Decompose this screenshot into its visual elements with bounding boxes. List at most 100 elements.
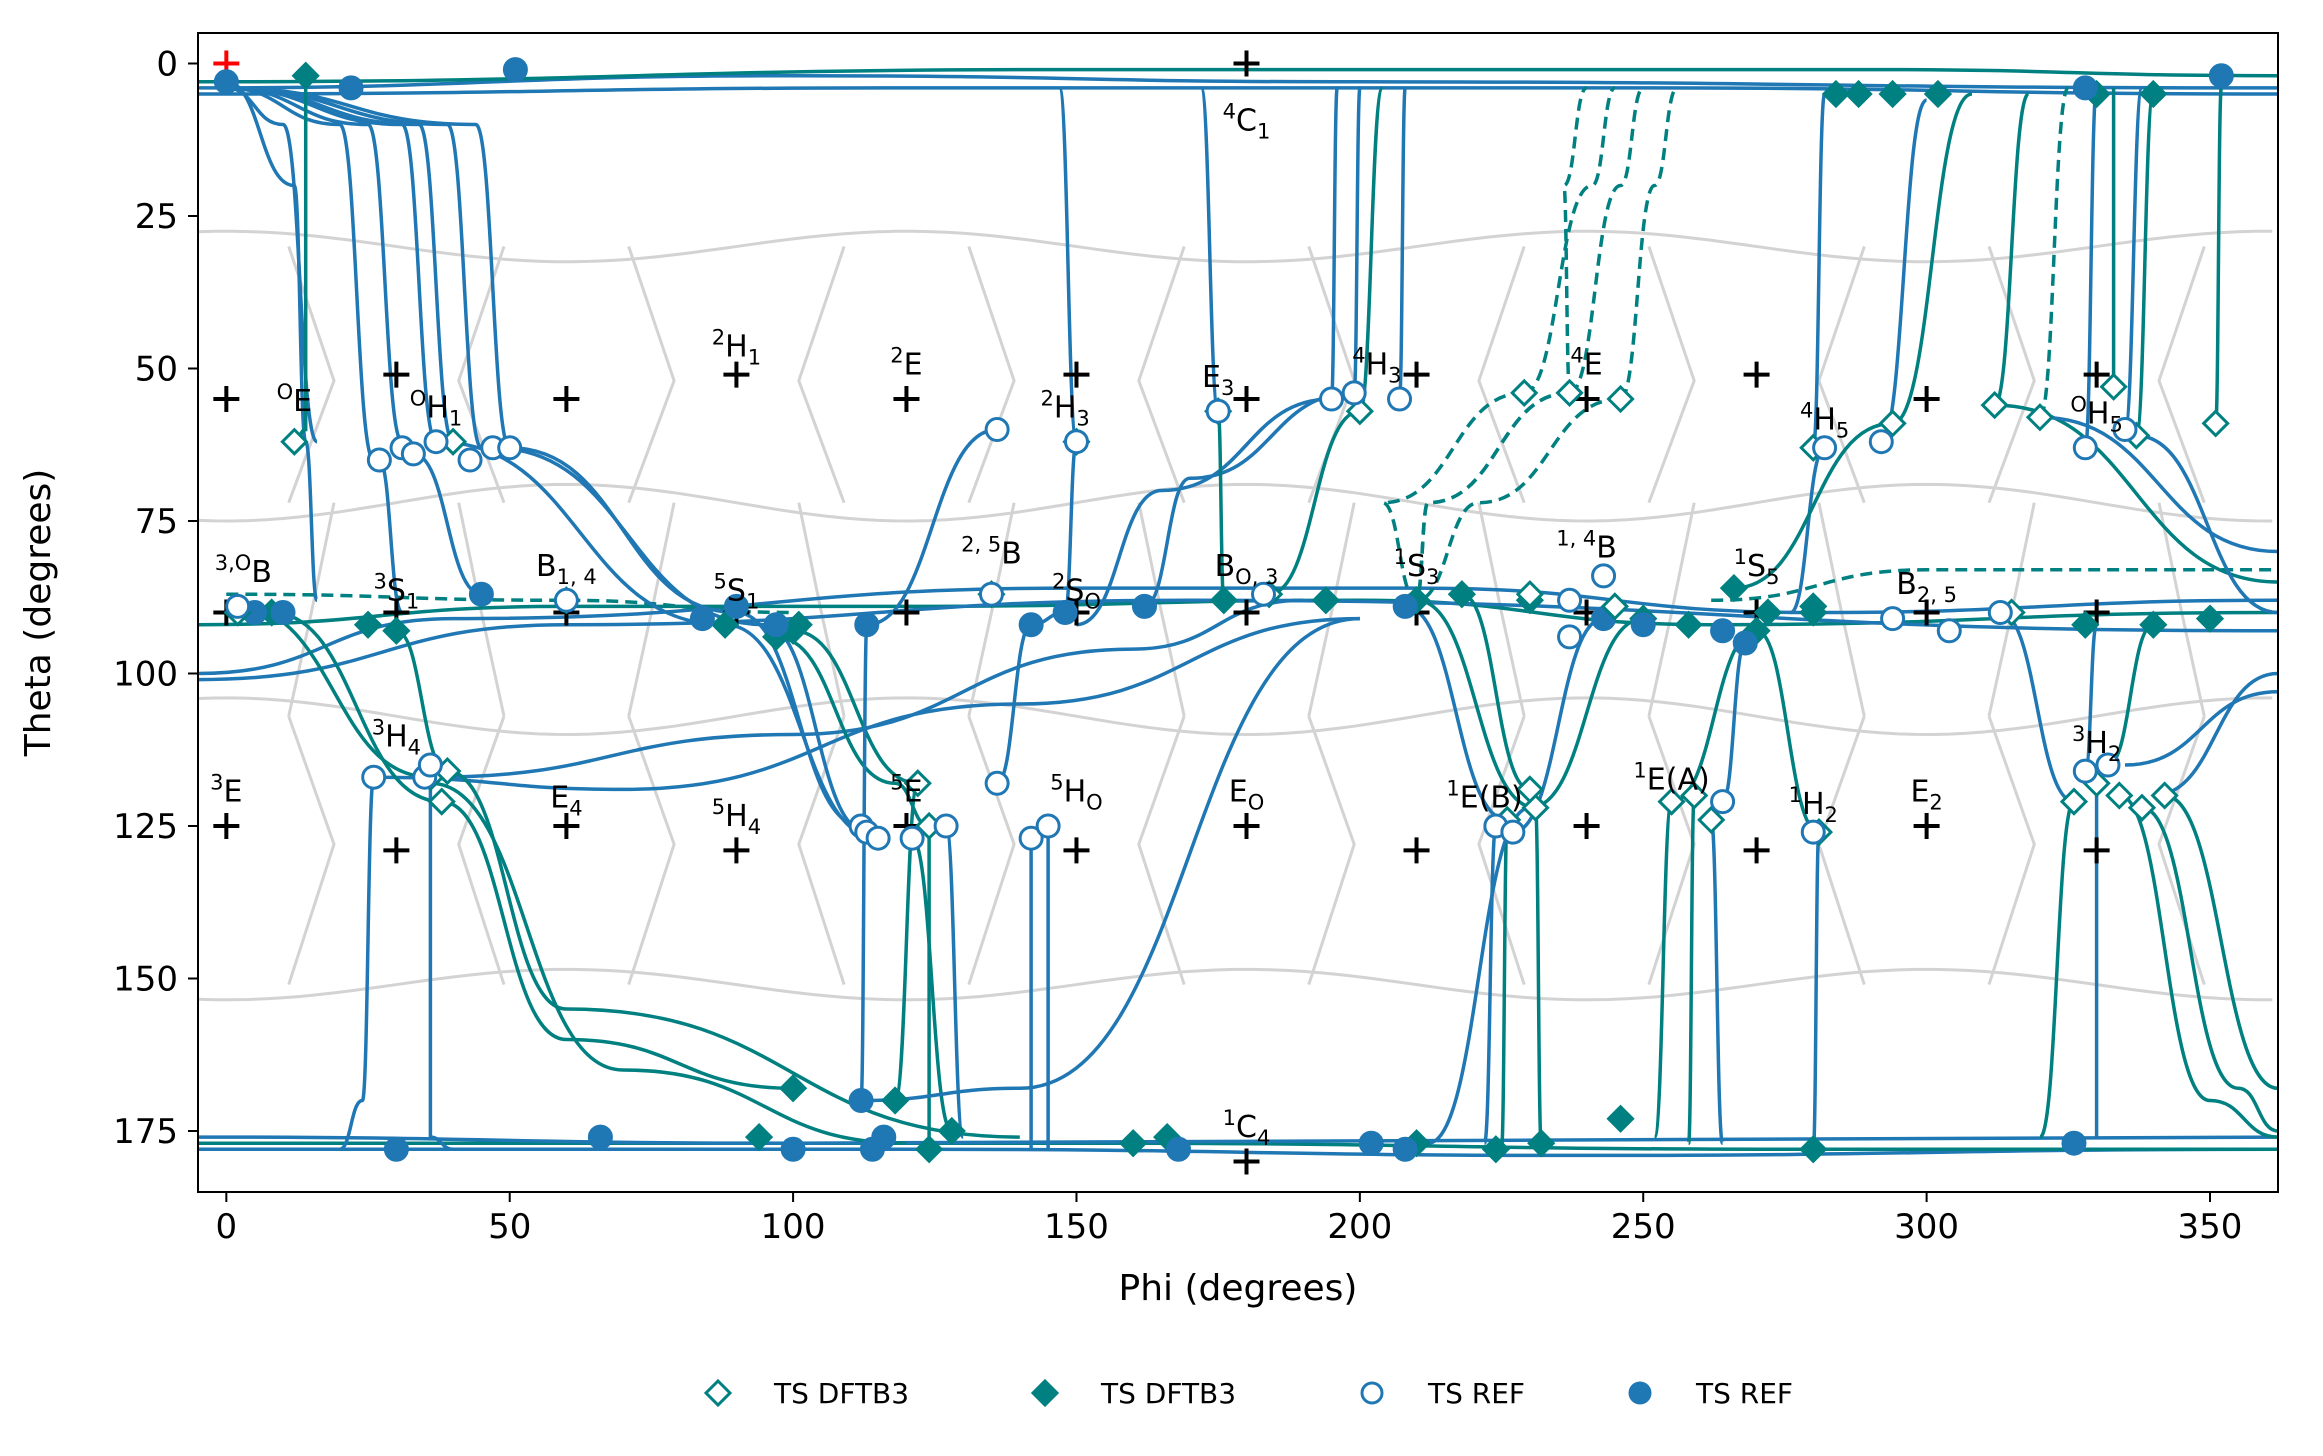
dftb3-path [1533,805,1543,1145]
ts-dftb3-open-point [280,427,309,456]
voronoi-edge [457,246,506,504]
dftb3-path [1686,793,1696,1145]
reference-plus-marker [553,386,580,412]
ts-ref-open-point [423,429,449,455]
y-tick-label: 175 [113,1112,178,1152]
dftb3-dashed-path [1711,568,2278,603]
ts-dftb3-open-point [1600,592,1630,621]
region-label: 2SO [1052,569,1101,613]
ts-ref-filled-point [780,1136,806,1162]
reference-plus-marker [1573,813,1600,839]
ts-dftb3-filled-point [1209,586,1238,615]
ts-dftb3-open-point [2201,409,2230,438]
ts-ref-filled-point [383,1136,409,1162]
ts-dftb3-filled-point [1674,610,1703,639]
ref-path [1076,397,1332,627]
region-label: 3E [210,771,242,810]
ts-dftb3-filled-point [1821,79,1851,109]
ts-dftb3-filled-point [778,1074,808,1103]
region-label: 4H3 [1352,344,1401,388]
voronoi-upper-mid [198,482,2273,523]
y-tick-label: 100 [113,655,178,695]
ts-dftb3-open-point [2150,781,2179,810]
ref-path [859,622,869,1103]
ts-ref-open-point [978,581,1004,607]
ref-path [866,427,998,627]
x-tick-label: 50 [488,1207,531,1247]
voronoi-edge [797,715,846,986]
ts-ref-open-point [1063,429,1089,455]
reference-plus-marker [1743,837,1770,864]
ts-dftb3-open-point [1878,409,1907,438]
ts-dftb3-filled-point [1527,1129,1556,1158]
ref-path [430,598,1304,779]
x-tick-label: 150 [1044,1207,1109,1247]
y-tick-label: 150 [113,960,178,1000]
region-label: 4C1 [1223,100,1271,144]
ts-dftb3-open-point [1657,787,1686,816]
ref-path [2123,86,2144,432]
dftb3-dashed-path [1618,86,1679,401]
ts-dftb3-filled-point [1923,79,1953,109]
voronoi-edge [1987,246,2036,504]
dftb3-path [910,836,954,1133]
ts-ref-filled-point [270,600,296,625]
ts-dftb3-open-point [903,769,932,798]
region-label: 3H4 [372,716,421,760]
ts-ref-open-point [2112,417,2138,442]
ts-dftb3-filled-point [784,610,813,639]
reference-plus-marker [1233,386,1260,412]
voronoi-edge [1137,502,1186,717]
ref-path [413,452,482,596]
ts-dftb3-open-point [1345,397,1374,426]
reference-plus-marker [1233,813,1260,839]
voronoi-edge [1137,246,1186,504]
voronoi-edge [1477,502,1526,717]
y-tick-label: 75 [135,502,178,542]
voronoi-edge [967,502,1016,717]
ts-ref-filled-point [1165,1136,1191,1162]
reference-plus-marker [1913,813,1940,839]
legend-label: TS REF [1695,1377,1793,1410]
legend: TS DFTB3 TS DFTB3 TS REF TS REF [703,1377,1793,1410]
ts-dftb3-filled-point [291,61,320,90]
dftb3-path [1652,799,1674,1139]
ts-dftb3-open-point [1680,781,1709,810]
ts-ref-open-point [1557,587,1583,613]
ts-ref-open-point [865,825,891,851]
reference-plus-marker [2083,361,2110,388]
region-label: BO, 3 [1215,549,1279,589]
voronoi-edge [627,246,676,504]
ref-path [226,86,455,444]
reference-plus-marker [1403,837,1430,864]
ref-path [1329,86,1339,401]
x-tick-label: 100 [761,1207,826,1247]
ts-ref-open-point [2072,435,2098,461]
legend-label: TS DFTB3 [1100,1377,1236,1410]
ts-dftb3-open-point [2105,781,2134,810]
reference-plus-marker [893,386,920,412]
ref-path [198,1135,2278,1145]
ts-dftb3-filled-point [744,1122,774,1152]
region-label: 5S1 [714,569,760,613]
ts-ref-filled-point [1358,1130,1384,1156]
region-label: OH5 [2070,392,2122,436]
reference-plus-marker [2083,837,2110,864]
region-label: 1S3 [1394,545,1440,589]
region-label: 1E(A) [1633,758,1709,797]
ts-dftb3-open-point [2025,403,2055,432]
ts-ref-filled-point [2208,63,2234,89]
ts-ref-open-point [899,825,925,851]
ref-path [944,824,965,1139]
region-label: 4E [1570,344,1602,383]
reference-plus-marker [1233,1148,1260,1175]
region-label: 1C4 [1223,1106,1271,1150]
ts-ref-open-point [1800,819,1826,845]
reference-plus-marker [1063,837,1090,864]
region-labels: 4C1 1C4 OE OH1 2H1 2E 2H3 E3 4H3 4E 4H5 OH5 3,OB 3S1 B… [210,100,2123,1150]
legend-marker [703,1378,733,1408]
ts-ref-filled-point [1732,630,1758,656]
voronoi-edge [797,246,846,504]
dftb3-path [441,799,794,1091]
ts-ref-filled-point [1392,593,1418,619]
